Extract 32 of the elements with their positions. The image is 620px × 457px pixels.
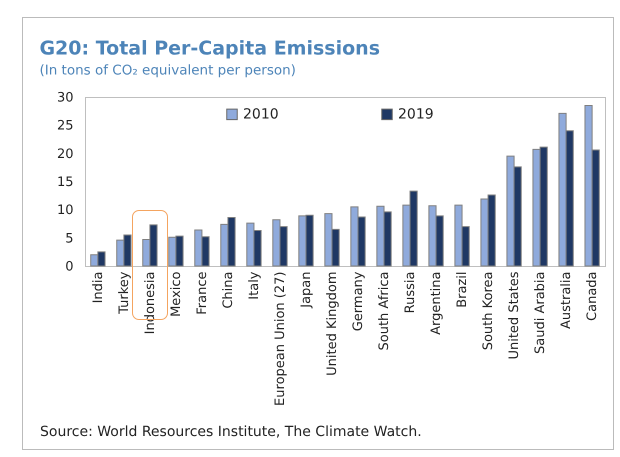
x-tick-label: United Kingdom <box>324 272 340 376</box>
x-tick-label: South Korea <box>481 272 496 350</box>
y-tick-label: 25 <box>56 118 74 134</box>
chart-title: G20: Total Per-Capita Emissions <box>39 38 380 60</box>
x-tick-label: Australia <box>559 272 574 330</box>
x-tick-label: China <box>220 272 236 309</box>
y-tick-label: 20 <box>56 146 74 162</box>
x-tick-label: Canada <box>585 272 600 321</box>
x-tick-label: Mexico <box>168 271 184 317</box>
y-tick-label: 30 <box>56 90 74 106</box>
x-tick-label: France <box>194 272 210 315</box>
x-tick-label: Italy <box>246 271 262 300</box>
x-tick-label: India <box>90 272 106 304</box>
x-tick-label: Germany <box>351 271 366 332</box>
y-tick-label: 15 <box>56 175 74 190</box>
chart-subtitle: (In tons of CO₂ equivalent per person) <box>39 62 296 78</box>
x-tick-label: Saudi Arabia <box>533 272 548 354</box>
y-tick-label: 10 <box>56 203 74 218</box>
legend-label: 2010 <box>243 106 279 122</box>
x-tick-label: European Union (27) <box>272 272 288 406</box>
legend-label: 2019 <box>398 106 434 122</box>
x-tick-label: United States <box>507 271 522 360</box>
y-tick-label: 0 <box>65 260 74 274</box>
x-tick-label: Turkey <box>116 271 132 315</box>
x-tick-label: Brazil <box>455 272 470 308</box>
x-tick-label: Indonesia <box>142 272 158 334</box>
x-tick-label: Argentina <box>429 272 444 335</box>
x-tick-label: Russia <box>403 272 418 314</box>
y-tick-label: 5 <box>65 231 74 246</box>
source-note: Source: World Resources Institute, The Climate Watch. <box>40 424 422 440</box>
x-tick-label: Japan <box>298 272 314 309</box>
x-tick-label: South Africa <box>377 272 392 350</box>
